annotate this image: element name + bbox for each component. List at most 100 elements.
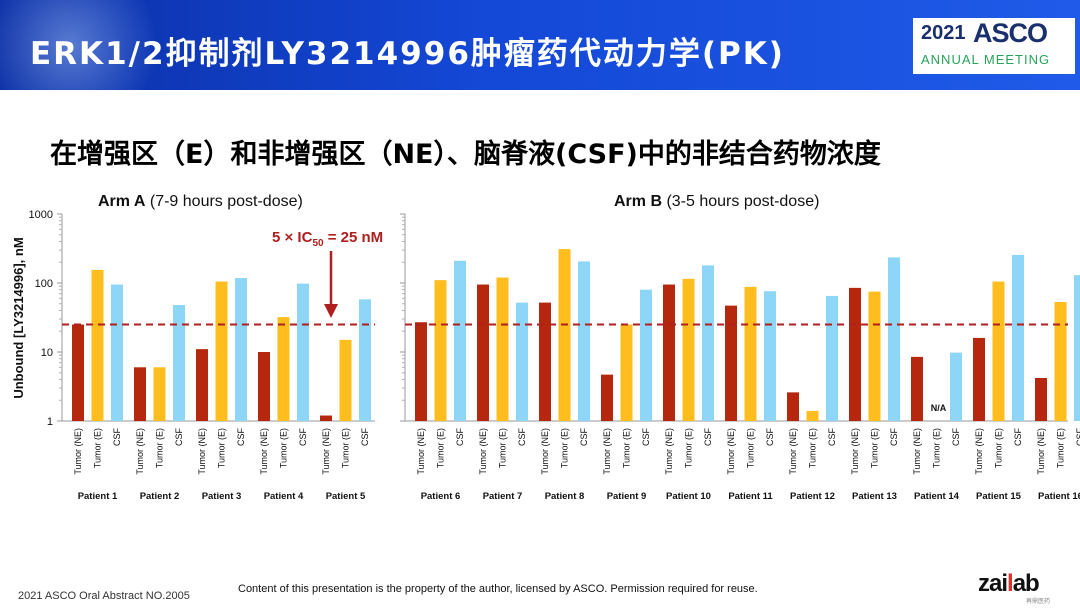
patient-label: Patient 11 bbox=[728, 491, 773, 502]
asco-logo-name: ASCO bbox=[973, 18, 1048, 48]
bar-csf bbox=[578, 261, 590, 421]
bar-category-label: Tumor (E) bbox=[808, 428, 818, 468]
bar-category-label: CSF bbox=[517, 427, 527, 446]
bar-category-label: CSF bbox=[889, 427, 899, 446]
bar-category-label: CSF bbox=[579, 427, 589, 446]
bar-category-label: Tumor (NE) bbox=[135, 428, 145, 475]
bar-csf bbox=[950, 352, 962, 421]
bar-category-label: Tumor (NE) bbox=[259, 428, 269, 475]
bar-tumor-ne bbox=[663, 284, 675, 421]
bar-csf bbox=[888, 257, 900, 421]
bar-category-label: Tumor (NE) bbox=[602, 428, 612, 475]
panel-title: Arm B (3-5 hours post-dose) bbox=[614, 193, 819, 210]
bar-category-label: Tumor (NE) bbox=[850, 428, 860, 475]
bar-csf bbox=[454, 260, 466, 421]
bar-tumor-ne bbox=[258, 352, 270, 421]
bar-category-label: Tumor (NE) bbox=[1036, 428, 1046, 475]
patient-label: Patient 6 bbox=[421, 491, 461, 502]
bar-category-label: Tumor (NE) bbox=[912, 428, 922, 475]
bar-csf bbox=[111, 284, 123, 421]
bar-category-label: Tumor (E) bbox=[155, 428, 165, 468]
bar-category-label: Tumor (NE) bbox=[478, 428, 488, 475]
bar-tumor-e bbox=[992, 281, 1005, 421]
bar-category-label: Tumor (NE) bbox=[321, 428, 331, 475]
bar-category-label: Tumor (NE) bbox=[788, 428, 798, 475]
bar-csf bbox=[702, 265, 714, 421]
missing-value-label: N/A bbox=[931, 403, 947, 413]
y-axis-label: Unbound [LY3214996], nM bbox=[11, 237, 26, 398]
bar-category-label: Tumor (E) bbox=[994, 428, 1004, 468]
bar-category-label: Tumor (E) bbox=[622, 428, 632, 468]
bar-category-label: Tumor (NE) bbox=[664, 428, 674, 475]
bar-csf bbox=[826, 295, 838, 421]
bar-csf bbox=[235, 278, 247, 421]
y-tick-label: 100 bbox=[35, 278, 53, 290]
bar-category-label: CSF bbox=[641, 427, 651, 446]
asco-logo-subtitle: ANNUAL MEETING bbox=[921, 52, 1051, 67]
bar-category-label: Tumor (E) bbox=[560, 428, 570, 468]
patient-label: Patient 15 bbox=[976, 491, 1022, 502]
bar-category-label: CSF bbox=[765, 427, 775, 446]
bar-category-label: Tumor (E) bbox=[93, 428, 103, 468]
bar-csf bbox=[516, 302, 528, 421]
bar-tumor-e bbox=[91, 269, 104, 421]
bar-category-label: CSF bbox=[112, 427, 122, 446]
bar-category-label: Tumor (E) bbox=[436, 428, 446, 468]
threshold-arrow-head bbox=[324, 304, 338, 318]
y-tick-label: 1000 bbox=[29, 209, 53, 221]
zai-lab-logo-subtitle: 再鼎医药 bbox=[1026, 598, 1051, 605]
bar-tumor-ne bbox=[539, 302, 551, 421]
patient-label: Patient 1 bbox=[78, 491, 118, 502]
bar-csf bbox=[1012, 254, 1024, 421]
panel-title: Arm A (7-9 hours post-dose) bbox=[98, 193, 303, 210]
bar-category-label: Tumor (NE) bbox=[726, 428, 736, 475]
patient-label: Patient 10 bbox=[666, 491, 711, 502]
bar-category-label: Tumor (NE) bbox=[73, 428, 83, 475]
bar-category-label: CSF bbox=[703, 427, 713, 446]
bar-tumor-ne bbox=[601, 374, 613, 421]
bar-category-label: Tumor (E) bbox=[217, 428, 227, 468]
bar-tumor-e bbox=[496, 277, 509, 421]
bar-category-label: CSF bbox=[455, 427, 465, 446]
patient-label: Patient 16 bbox=[1038, 491, 1080, 502]
patient-label: Patient 5 bbox=[326, 491, 366, 502]
bar-category-label: Tumor (E) bbox=[279, 428, 289, 468]
bar-tumor-e bbox=[744, 286, 757, 421]
bar-tumor-ne bbox=[911, 356, 923, 421]
bar-tumor-e bbox=[339, 339, 352, 421]
bar-tumor-e bbox=[558, 249, 571, 421]
bar-tumor-ne bbox=[1035, 377, 1047, 421]
slide-title: ERK1/2抑制剂LY3214996肿瘤药代动力学(PK) bbox=[30, 36, 785, 72]
bar-category-label: CSF bbox=[951, 427, 961, 446]
title-banner: ERK1/2抑制剂LY3214996肿瘤药代动力学(PK) 2021 ASCO … bbox=[0, 0, 1080, 90]
bar-tumor-ne bbox=[196, 349, 208, 421]
patient-label: Patient 3 bbox=[202, 491, 242, 502]
bar-tumor-ne bbox=[477, 284, 489, 421]
asco-logo: 2021 ASCO ANNUAL MEETING bbox=[913, 18, 1075, 74]
patient-label: Patient 12 bbox=[790, 491, 835, 502]
abstract-reference: 2021 ASCO Oral Abstract NO.2005 bbox=[18, 590, 190, 602]
bar-tumor-e bbox=[153, 367, 166, 421]
brain-graphic bbox=[0, 0, 170, 90]
bar-csf bbox=[359, 299, 371, 421]
patient-label: Patient 2 bbox=[140, 491, 180, 502]
patient-label: Patient 14 bbox=[914, 491, 960, 502]
patient-label: Patient 8 bbox=[545, 491, 585, 502]
bar-category-label: CSF bbox=[236, 427, 246, 446]
slide-subtitle: 在增强区（E）和非增强区（NE）、脑脊液(CSF)中的非结合药物浓度 bbox=[50, 139, 881, 170]
bar-category-label: Tumor (E) bbox=[746, 428, 756, 468]
bar-category-label: Tumor (NE) bbox=[540, 428, 550, 475]
bar-category-label: CSF bbox=[174, 427, 184, 446]
bar-category-label: Tumor (E) bbox=[498, 428, 508, 468]
bar-csf bbox=[764, 291, 776, 421]
bar-tumor-e bbox=[277, 317, 290, 421]
zai-lab-logo: zailab bbox=[978, 570, 1040, 597]
patient-label: Patient 7 bbox=[483, 491, 523, 502]
bar-csf bbox=[1074, 275, 1080, 421]
bar-csf bbox=[640, 289, 652, 421]
bar-tumor-e bbox=[682, 278, 695, 421]
bar-category-label: Tumor (E) bbox=[870, 428, 880, 468]
y-tick-label: 1 bbox=[47, 416, 53, 428]
copyright-notice: Content of this presentation is the prop… bbox=[238, 583, 758, 595]
asco-logo-year: 2021 bbox=[921, 22, 966, 44]
